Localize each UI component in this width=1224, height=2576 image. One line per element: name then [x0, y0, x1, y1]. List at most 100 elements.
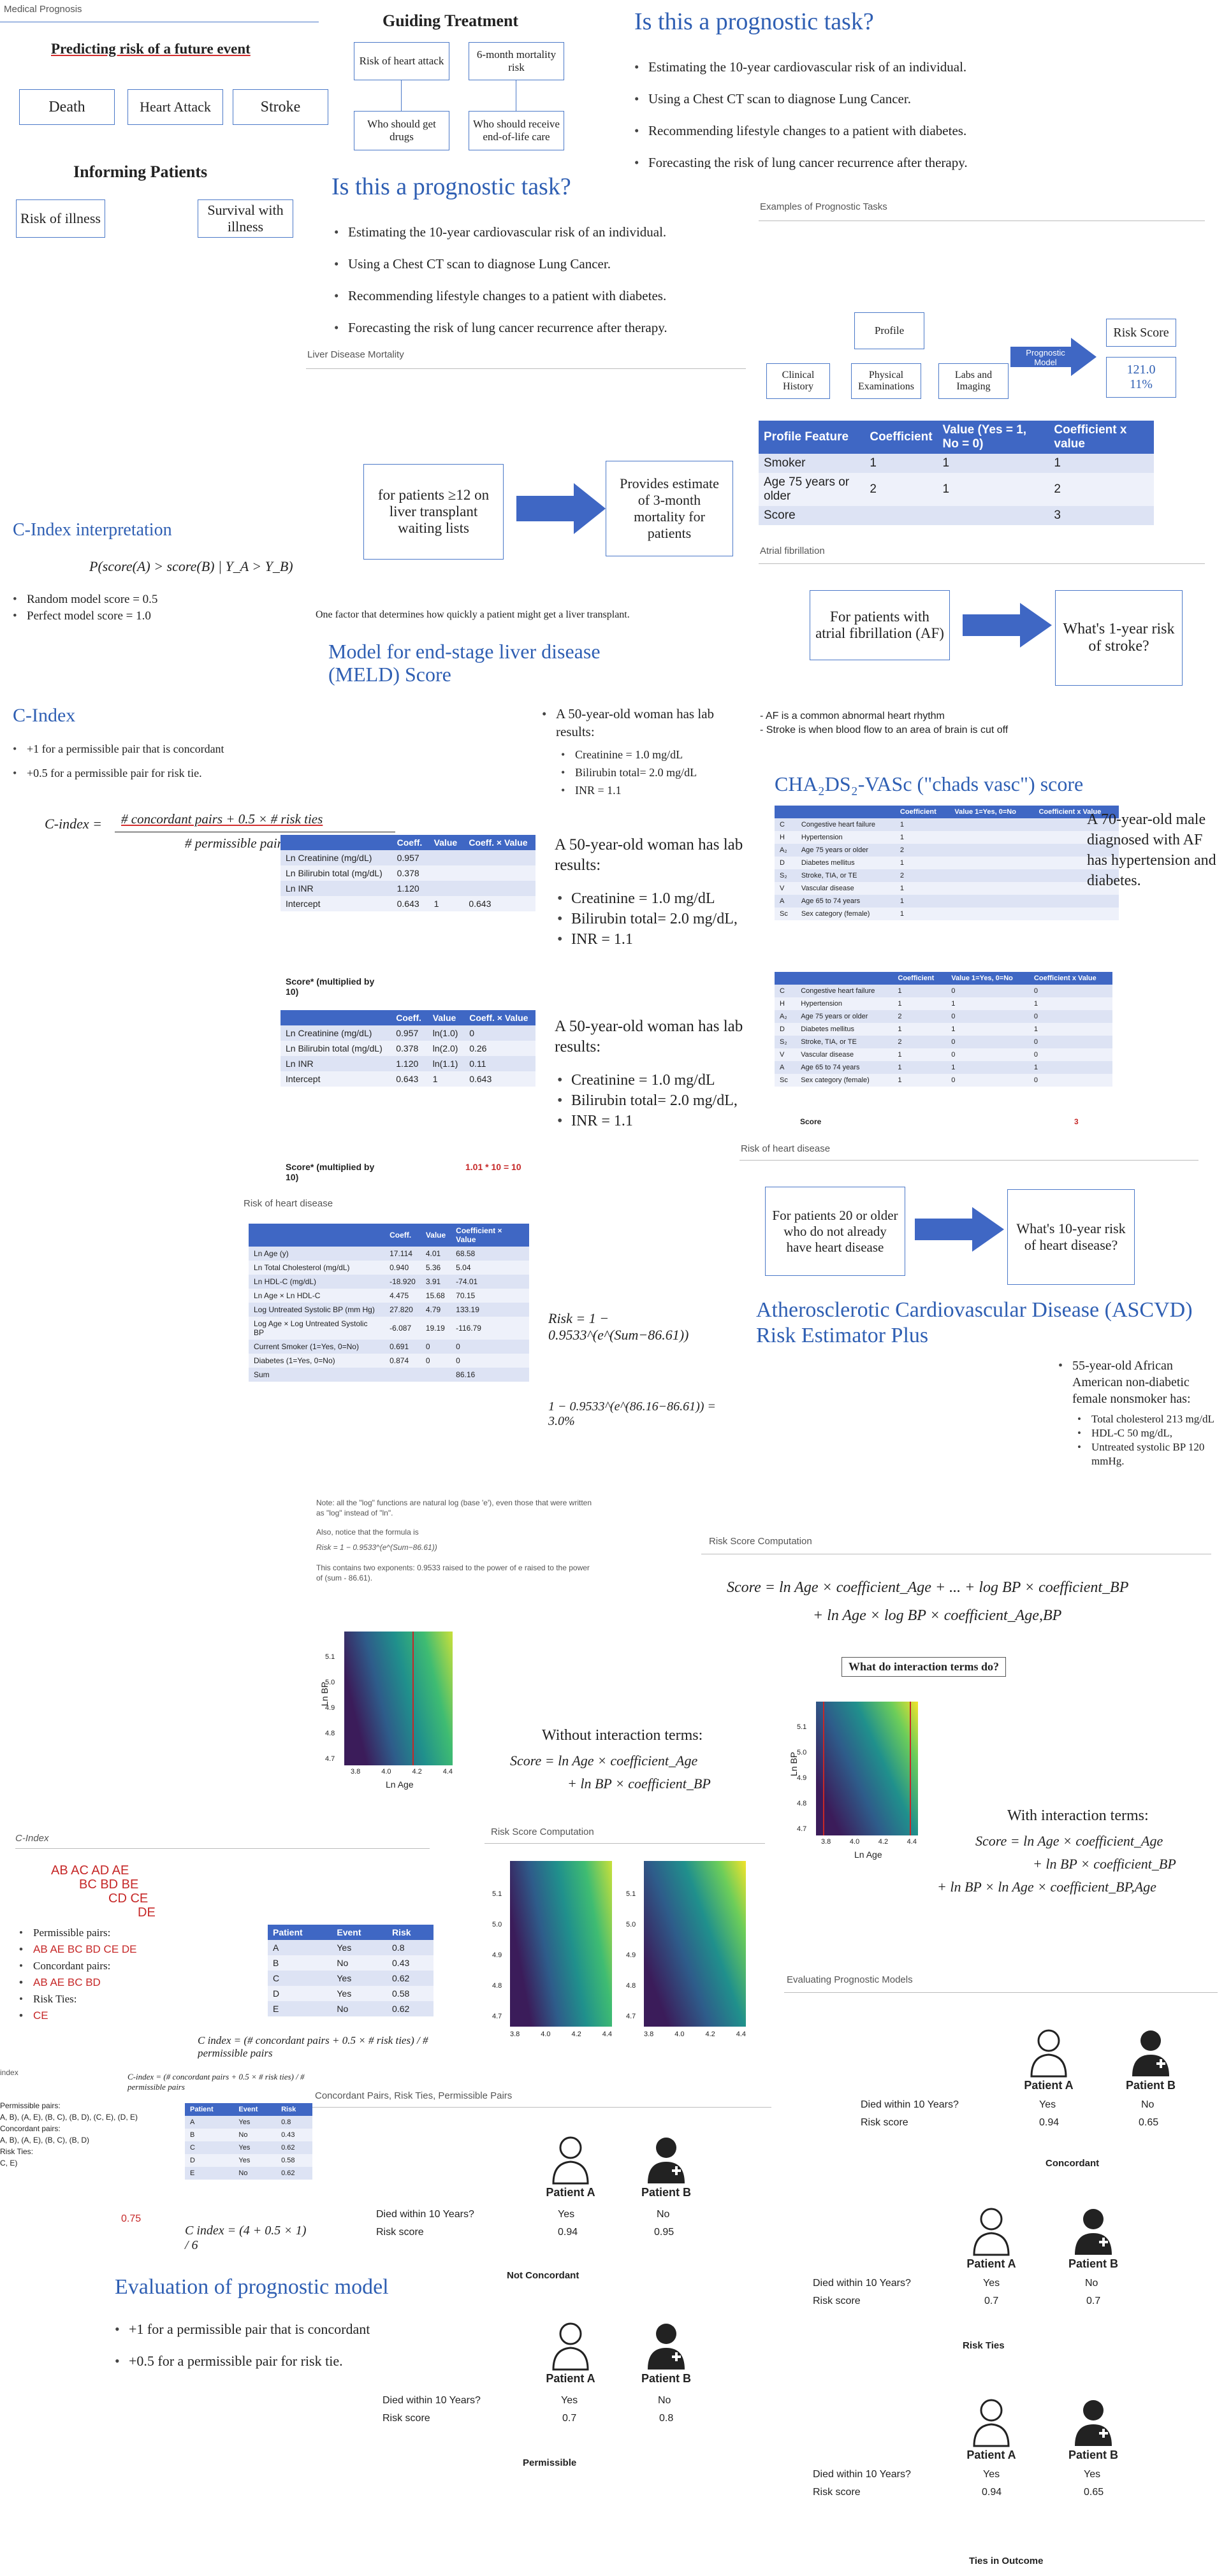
score-percent: 11%	[1130, 377, 1153, 391]
patient-b-risk: 0.65	[1084, 2487, 1104, 2498]
patient-a-event: Yes	[558, 2209, 575, 2220]
risk-formula: Risk = 1 − 0.9533^(e^(Sum−86.61))	[548, 1310, 689, 1343]
pair-label: Concordant	[1046, 2158, 1100, 2169]
table-cell: -116.79	[451, 1317, 529, 1340]
table-cell: 2	[864, 473, 938, 506]
table-cell: 0	[1028, 1010, 1112, 1023]
patient-male-icon	[648, 2138, 685, 2183]
panel-caption: Liver Disease Mortality	[307, 349, 404, 360]
list-item: +0.5 for a permissible pair for risk tie…	[115, 2345, 370, 2377]
table-cell: 1	[1028, 1023, 1112, 1036]
table-cell: 1	[428, 896, 464, 911]
row-label: Died within 10 Years?	[382, 2395, 481, 2406]
patient-b-label: Patient B	[1068, 2257, 1118, 2270]
table-cell: Congestive heart failure	[796, 985, 893, 997]
table-row: S₂ Stroke, TIA, or TE 2	[775, 869, 1119, 882]
table-cell: 1	[937, 473, 1049, 506]
table-cell: 1	[1028, 997, 1112, 1010]
table-cell: 0.43	[276, 2129, 312, 2141]
table-row: Intercept 0.643 1 0.643	[280, 896, 536, 911]
table-cell	[420, 1368, 451, 1382]
box-labs: Labs and Imaging	[938, 363, 1009, 399]
table-row: Smoker 1 1 1	[759, 454, 1154, 473]
table-cell: Ln Creatinine (mg/dL)	[280, 1025, 391, 1041]
panel-atrial-fib: Atrial fibrillation For patients with at…	[759, 542, 1224, 746]
table-cell: Sc	[775, 1074, 796, 1087]
ascvd-intro: 55-year-old African American non-diabeti…	[1058, 1357, 1218, 1407]
table-cell	[937, 506, 1049, 525]
pairs-text: Permissible pairs: A, B), (A, E), (B, C)…	[0, 2101, 138, 2167]
formula-line: Score = ln Age × coefficient_Age + ... +…	[727, 1579, 1129, 1596]
ascvd-list: Total cholesterol 213 mg/dL HDL-C 50 mg/…	[1077, 1412, 1218, 1468]
formula-line: + ln BP × coefficient_BP	[1033, 1856, 1176, 1872]
list-item: 55-year-old African American non-diabeti…	[1058, 1357, 1218, 1407]
table-cell: 1	[946, 1061, 1029, 1074]
col-header: Value (Yes = 1, No = 0)	[937, 421, 1049, 454]
table-cell: Score	[759, 506, 865, 525]
table-cell: 3.91	[420, 1275, 451, 1289]
patient-risk-table: Patient Event Risk A Yes 0.8 B No 0.43 C Yes 0.6…	[185, 2103, 312, 2180]
patient-female-icon	[552, 2136, 589, 2185]
table-cell: 0.691	[384, 1340, 421, 1354]
table-row: Ln Creatinine (mg/dL) 0.957	[280, 850, 536, 865]
table-cell: Sex category (female)	[796, 1074, 893, 1087]
table-row: Log Age × Log Untreated Systolic BP -6.08…	[249, 1317, 529, 1340]
table-cell: Intercept	[280, 1071, 391, 1087]
task-item: Using a Chest CT scan to diagnose Lung C…	[634, 83, 1055, 115]
x-ticks: 3.8 4.0 4.2 4.4	[644, 2030, 746, 2038]
table-cell: Sc	[775, 908, 796, 920]
table-cell: 0.8	[387, 1940, 433, 1955]
patient-b-event: No	[658, 2395, 671, 2406]
panel-caption: Risk of heart disease	[741, 1143, 831, 1154]
table-cell: 0	[1028, 1074, 1112, 1087]
panel-not-concordant: Concordant Pairs, Risk Ties, Permissible…	[312, 2084, 784, 2288]
table-row: Ln Total Cholesterol (mg/dL) 0.940 5.36 5.0…	[249, 1261, 529, 1275]
list-item: Total cholesterol 213 mg/dL	[1077, 1412, 1218, 1426]
x-ticks: 3.8 4.0 4.2 4.4	[351, 1768, 453, 1776]
table-row: Intercept 0.643 1 0.643	[280, 1071, 536, 1087]
table-cell: Sum	[249, 1368, 385, 1382]
table-cell: A	[185, 2116, 234, 2129]
table-cell: 0	[420, 1354, 451, 1368]
col-header: Coefficient	[864, 421, 938, 454]
table-cell: 2	[1049, 473, 1154, 506]
table-cell: Yes	[332, 1940, 388, 1955]
table-cell: 1.120	[391, 1056, 428, 1071]
table-cell: 0.378	[391, 1041, 428, 1056]
table-cell: Ln Age (y)	[249, 1247, 385, 1261]
table-cell: 70.15	[451, 1289, 529, 1303]
table-cell: E	[268, 2001, 332, 2016]
patient-b-risk: 0.65	[1139, 2117, 1159, 2128]
table-cell: 133.19	[451, 1303, 529, 1317]
table-row: Ln HDL-C (mg/dL) -18.920 3.91 -74.01	[249, 1275, 529, 1289]
panel-woman-large-2: A 50-year-old woman has lab results: Cre…	[548, 1010, 759, 1169]
table-cell: -74.01	[451, 1275, 529, 1289]
panel-prognostic-task-1: Is this a prognostic task? Estimating th…	[622, 0, 1061, 185]
table-cell: 2	[894, 869, 950, 882]
table-cell: 68.58	[451, 1247, 529, 1261]
table-row: B No 0.43	[185, 2129, 312, 2141]
patient-b-risk: 0.7	[1086, 2296, 1101, 2306]
note-text: - AF is a common abnormal heart rhythm	[760, 711, 945, 721]
table-cell: A	[268, 1940, 332, 1955]
table-row: Sc Sex category (female) 1 0 0	[775, 1074, 1112, 1087]
list-item: Creatinine = 1.0 mg/dL	[561, 746, 697, 763]
table-cell: 0.58	[276, 2154, 312, 2167]
section-title: Predicting risk of a future event	[51, 41, 251, 57]
patient-a-event: Yes	[983, 2278, 1000, 2289]
lab-list: Creatinine = 1.0 mg/dL Bilirubin total= …	[561, 746, 697, 799]
model-label: Prognostic Model	[1026, 348, 1065, 367]
table-row: Sum 86.16	[249, 1368, 529, 1382]
panel-permissible: Patient A Patient B Died within 10 Years…	[370, 2307, 765, 2498]
table-cell: 1	[892, 1061, 947, 1074]
table-row: A Age 65 to 74 years 1 1 1	[775, 1061, 1112, 1074]
list-item: Untreated systolic BP 120 mmHg.	[1077, 1440, 1218, 1468]
panel-cindex-interp: C-Index interpretation P(score(A) > scor…	[0, 510, 306, 625]
col-header: Profile Feature	[759, 421, 865, 454]
section-title: Informing Patients	[73, 163, 208, 181]
task-item: Forecasting the risk of lung cancer recu…	[634, 147, 1055, 178]
table-cell: 1	[892, 1023, 947, 1036]
box-physical-exam: Physical Examinations	[851, 363, 921, 399]
table-cell: 2	[892, 1036, 947, 1048]
table-cell: B	[268, 1955, 332, 1971]
